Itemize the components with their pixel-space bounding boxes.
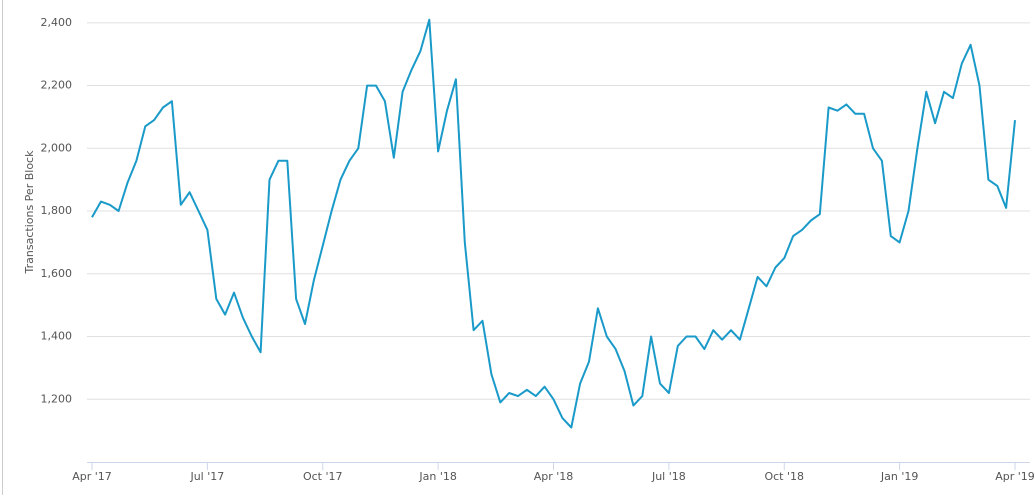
x-tick-label: Oct '17: [303, 470, 343, 483]
x-tick-label: Oct '18: [764, 470, 804, 483]
y-tick-label: 2,000: [41, 141, 73, 154]
y-tick-label: 1,800: [41, 204, 73, 217]
x-tick-label: Apr '17: [72, 470, 112, 483]
x-tick-label: Jul '18: [651, 470, 686, 483]
x-tick-label: Jan '19: [880, 470, 918, 483]
y-axis-label: Transactions Per Block: [23, 150, 36, 275]
x-tick-label: Jul '17: [189, 470, 224, 483]
x-tick-label: Apr '18: [534, 470, 574, 483]
y-tick-label: 2,400: [41, 16, 73, 29]
series-line: [91, 18, 1016, 429]
x-tick-label: Apr '19: [995, 470, 1035, 483]
y-tick-label: 2,200: [41, 79, 73, 92]
y-tick-label: 1,200: [41, 392, 73, 405]
y-tick-label: 1,400: [41, 330, 73, 343]
x-tick-label: Jan '18: [418, 470, 456, 483]
y-tick-label: 1,600: [41, 267, 73, 280]
